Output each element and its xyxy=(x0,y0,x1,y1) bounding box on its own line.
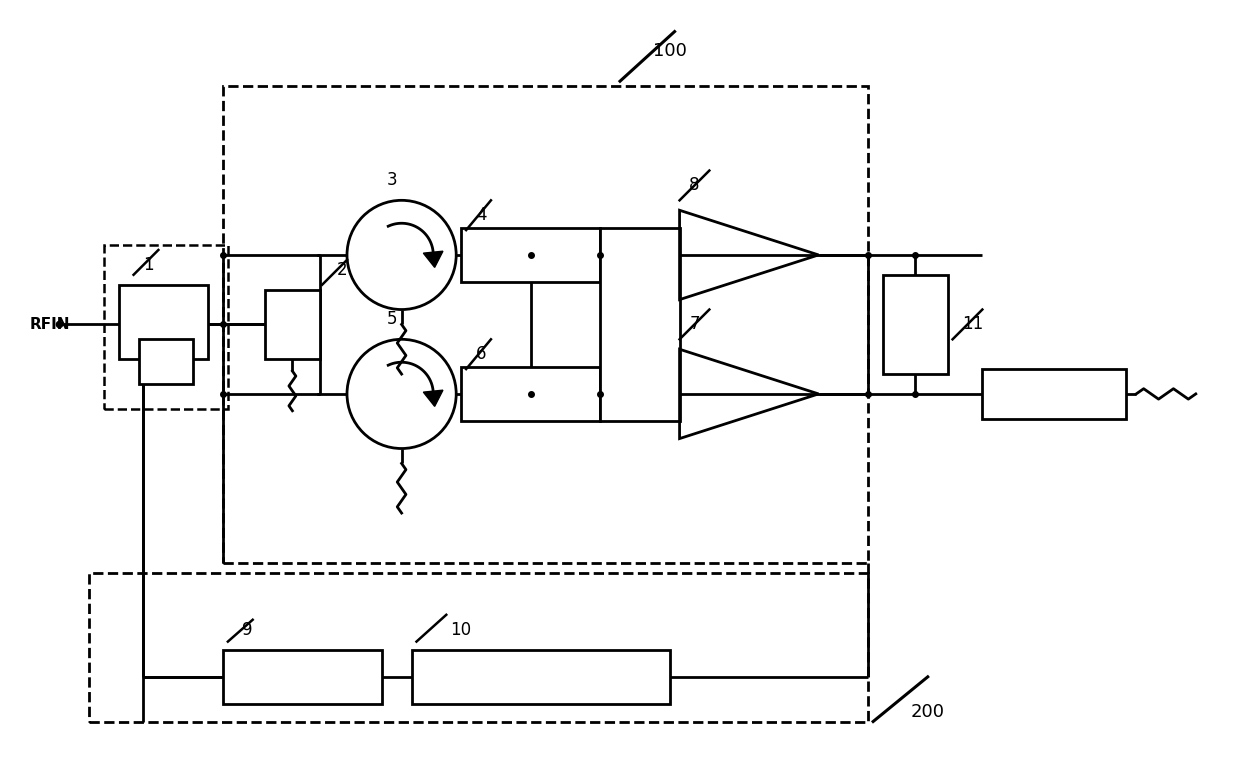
Bar xyxy=(223,649,382,704)
Bar xyxy=(461,228,600,282)
Polygon shape xyxy=(423,390,443,406)
Polygon shape xyxy=(423,251,443,267)
Text: 5: 5 xyxy=(387,310,397,329)
Bar xyxy=(223,86,868,562)
Bar xyxy=(883,275,947,374)
Bar xyxy=(982,369,1126,419)
Text: 100: 100 xyxy=(652,43,687,60)
Text: 7: 7 xyxy=(689,316,699,333)
Bar xyxy=(600,228,680,421)
Text: 1: 1 xyxy=(143,256,154,274)
Bar xyxy=(461,367,600,421)
Text: RFIN: RFIN xyxy=(30,317,69,332)
Bar xyxy=(89,572,868,721)
Text: 11: 11 xyxy=(962,316,983,333)
Text: 3: 3 xyxy=(387,171,397,189)
Text: 2: 2 xyxy=(337,261,347,279)
Text: 9: 9 xyxy=(243,620,253,639)
Bar xyxy=(119,285,208,359)
Bar xyxy=(104,245,228,409)
Text: 6: 6 xyxy=(476,345,486,363)
Text: 8: 8 xyxy=(689,176,699,195)
Bar xyxy=(265,290,320,359)
Bar xyxy=(412,649,670,704)
Text: 10: 10 xyxy=(450,620,471,639)
Text: 200: 200 xyxy=(910,703,945,720)
Bar xyxy=(139,339,193,384)
Text: 4: 4 xyxy=(476,206,486,224)
